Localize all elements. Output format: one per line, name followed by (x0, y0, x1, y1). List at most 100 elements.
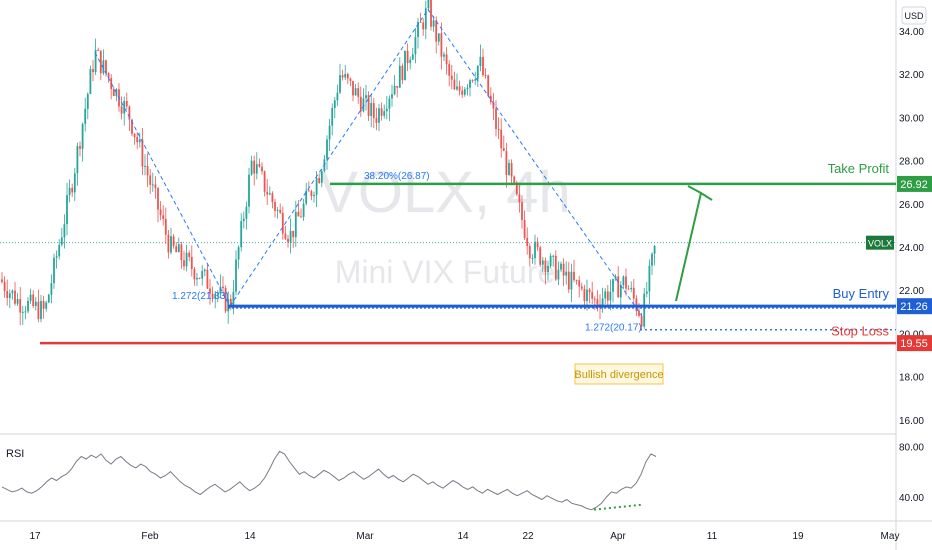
candle-body (203, 269, 206, 272)
candle-body (206, 269, 209, 289)
price-tick-label: 30.00 (899, 113, 924, 124)
price-tick-label: 18.00 (899, 373, 924, 384)
target-arrow (675, 192, 702, 302)
candle-body (606, 291, 609, 301)
candle-body (8, 293, 11, 299)
candle-body (76, 146, 79, 174)
candle-body (266, 191, 269, 195)
candle-body (508, 162, 510, 176)
candle-body (456, 86, 458, 90)
candle-body (281, 212, 284, 234)
candle-body (32, 294, 35, 306)
candle-body (401, 65, 404, 81)
candle-body (138, 139, 141, 143)
time-tick-label: 22 (522, 531, 534, 542)
candle-body (422, 22, 425, 30)
candle-body (513, 176, 516, 183)
candle-body (573, 271, 575, 280)
candle-body (94, 49, 97, 73)
candle-body (68, 187, 71, 196)
candle-body (292, 230, 295, 238)
candle-body (370, 103, 373, 116)
candle-body (450, 75, 453, 80)
candle-body (341, 75, 344, 78)
candle-body (554, 255, 557, 280)
candle-body (73, 173, 76, 193)
swing-line (427, 9, 643, 317)
candle-body (284, 233, 287, 239)
buy-entry-tag-bg (897, 298, 932, 315)
candle-body (562, 263, 565, 276)
candle-body (591, 292, 594, 299)
candle-body (271, 193, 274, 203)
candle-body (396, 85, 399, 88)
candle-body (497, 129, 500, 131)
candle-body (583, 288, 586, 302)
time-tick-label: 17 (29, 531, 41, 542)
candle-body (479, 56, 482, 67)
candle-body (643, 293, 646, 327)
candle-body (268, 193, 271, 195)
candle-body (229, 298, 232, 307)
candle-body (58, 244, 61, 257)
candle-body (328, 125, 331, 140)
fib-extension-label-1: 1.272(21.33) (172, 291, 229, 302)
candle-body (305, 190, 308, 204)
candle-body (502, 148, 505, 152)
candle-body (318, 177, 321, 183)
candle-body (177, 244, 180, 253)
candle-body (136, 136, 139, 143)
candle-body (55, 256, 58, 258)
candle-body (175, 246, 178, 253)
candle-body (463, 89, 466, 95)
watermark-symbol: VOLX, 4h (319, 160, 570, 225)
candle-body (24, 311, 27, 313)
candle-body (154, 184, 157, 189)
candle-body (604, 291, 607, 299)
candle-body (651, 253, 653, 266)
candle-body (99, 50, 102, 74)
candle-body (294, 211, 297, 238)
candle-body (601, 298, 604, 308)
candle-body (391, 94, 393, 99)
candle-body (276, 209, 279, 211)
candle-body (222, 286, 224, 289)
candle-body (362, 98, 365, 112)
candle-body (612, 279, 614, 292)
candle-body (365, 95, 367, 99)
price-tick-label: 24.00 (899, 243, 924, 254)
candle-body (469, 80, 471, 88)
candle-body (97, 49, 100, 51)
time-tick-label: Mar (356, 531, 374, 542)
candle-body (60, 237, 63, 245)
candle-body (372, 103, 375, 118)
swing-line (229, 9, 429, 307)
candle-body (14, 290, 16, 304)
candle-body (92, 69, 94, 73)
candle-body (645, 291, 648, 294)
candle-body (593, 298, 596, 300)
candle-body (287, 238, 289, 243)
candle-body (71, 187, 74, 193)
candle-body (617, 276, 620, 298)
candle-body (596, 299, 599, 305)
candle-body (419, 21, 422, 23)
candle-body (214, 294, 217, 299)
rsi-tick-label: 80.00 (899, 442, 924, 453)
candle-body (1, 279, 3, 283)
candle-body (539, 247, 542, 265)
rsi-divergence-line (593, 503, 644, 511)
candle-body (261, 166, 263, 172)
candle-body (359, 96, 362, 112)
price-tick-label: 22.00 (899, 286, 924, 297)
divergence-box (574, 363, 664, 385)
candle-body (333, 100, 336, 109)
candle-body (411, 54, 414, 60)
swing-line (94, 52, 231, 307)
candle-body (297, 211, 300, 217)
time-tick-label: 14 (244, 531, 256, 542)
candle-body (185, 252, 188, 267)
candle-body (235, 259, 237, 292)
candle-body (170, 236, 172, 253)
target-arrow-head (687, 185, 713, 201)
